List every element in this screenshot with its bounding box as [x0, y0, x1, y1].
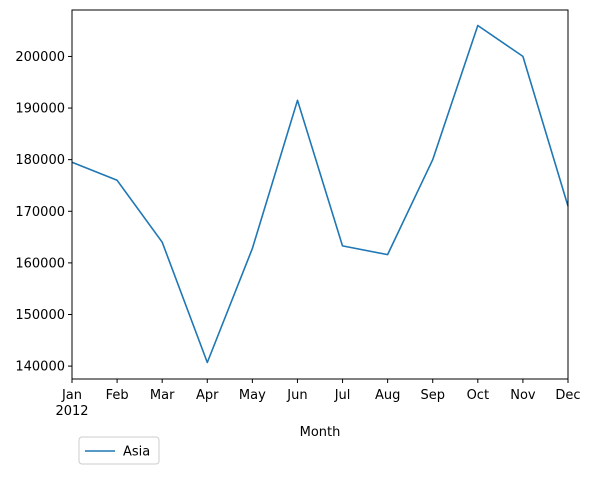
x-tick-label-jun: Jun [286, 388, 307, 403]
x-axis-label: Month [300, 425, 341, 440]
x-tick-year-label: 2012 [55, 404, 88, 419]
legend-label: Asia [123, 445, 150, 460]
legend: Asia [78, 436, 160, 465]
x-tick-label-sep: Sep [420, 388, 445, 403]
y-tick-label: 150000 [15, 308, 65, 323]
plot-frame [71, 9, 569, 380]
x-tick-label-may: May [239, 388, 266, 403]
y-tick-label: 180000 [15, 153, 65, 168]
x-tick-label-oct: Oct [467, 388, 489, 403]
y-tick-label: 170000 [15, 205, 65, 220]
x-tick-label-apr: Apr [196, 388, 219, 403]
x-tick-label-nov: Nov [510, 388, 536, 403]
x-tick-label-jul: Jul [334, 388, 351, 403]
x-tick-label-aug: Aug [375, 388, 400, 403]
series-layer [71, 24, 569, 364]
y-tick-label: 200000 [15, 50, 65, 65]
x-tick-label-mar: Mar [150, 388, 175, 403]
y-axis: 140000 150000 160000 170000 180000 190000 2000… [15, 50, 72, 375]
x-axis: Jan Feb Mar Apr May Jun Jul Aug Sep Oct Nov Dec 2012 [55, 379, 581, 419]
legend-box [78, 436, 160, 465]
series-line-asia [71, 24, 569, 364]
y-tick-label: 160000 [15, 256, 65, 271]
plot-area-border [71, 9, 569, 380]
y-tick-label: 190000 [15, 102, 65, 117]
x-tick-label-jan: Jan [61, 388, 82, 403]
x-tick-label-feb: Feb [106, 388, 129, 403]
x-tick-label-dec: Dec [555, 388, 580, 403]
y-tick-label: 140000 [15, 360, 65, 375]
